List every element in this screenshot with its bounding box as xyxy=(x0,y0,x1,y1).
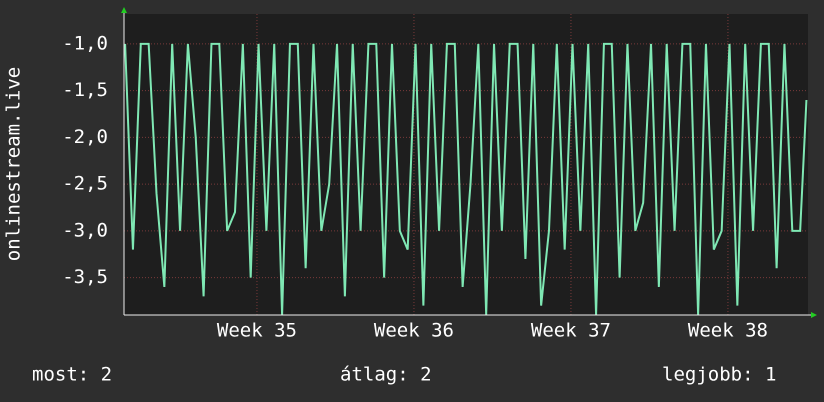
marks xyxy=(124,42,808,316)
y-tick-label: -1,0 xyxy=(62,32,108,54)
y-tick-label: -3,5 xyxy=(62,266,108,288)
x-tick-label: Week 35 xyxy=(217,320,297,342)
stat-current: most: 2 xyxy=(32,364,112,386)
x-arrow xyxy=(811,312,817,318)
y-tick-label: -2,0 xyxy=(62,126,108,148)
y-tick-label: -1,5 xyxy=(62,79,108,101)
x-tick-label: Week 36 xyxy=(374,320,454,342)
y-tick-label: -2,5 xyxy=(62,173,108,195)
x-tick-label: Week 38 xyxy=(688,320,768,342)
y-tick-label: -3,0 xyxy=(62,219,108,241)
stat-best: legjobb: 1 xyxy=(662,364,776,386)
y-axis-label: onlinestream.live xyxy=(3,67,25,261)
stat-average: átlag: 2 xyxy=(340,364,432,386)
y-arrow xyxy=(121,7,127,13)
x-tick-label: Week 37 xyxy=(531,320,611,342)
series-line xyxy=(124,42,808,316)
